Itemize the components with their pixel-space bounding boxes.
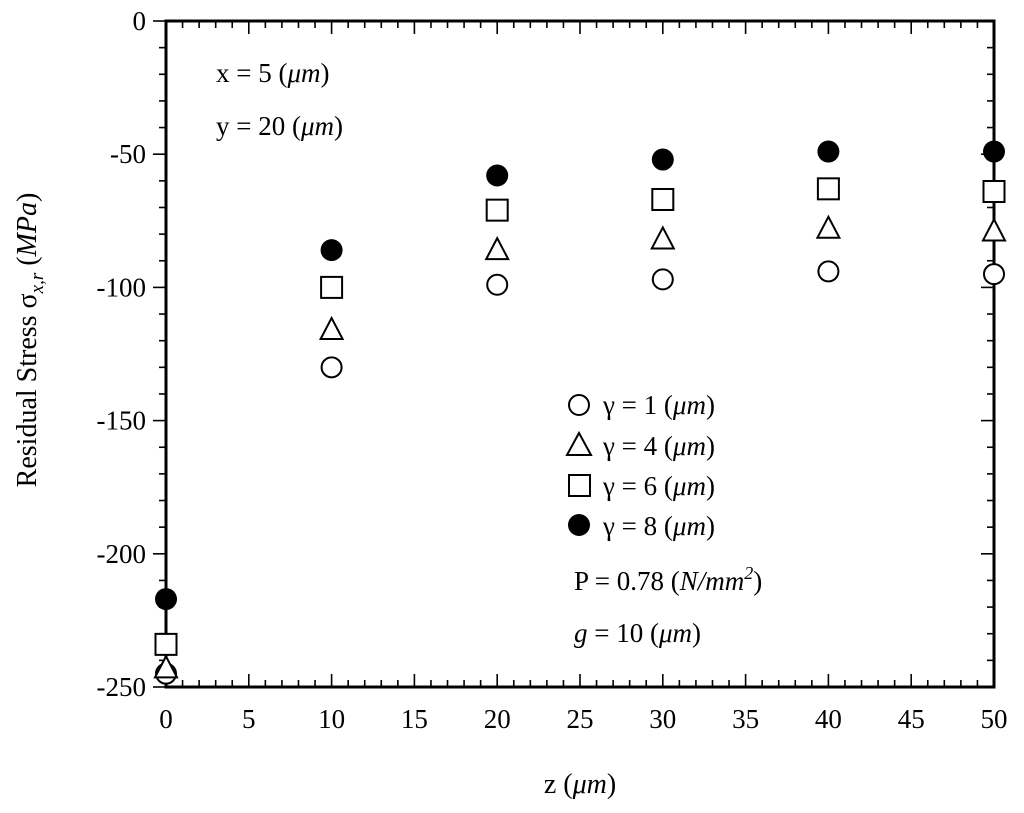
legend-marker-triangle-open [565,430,593,456]
data-point-series-4 [817,140,840,163]
data-point-series-3 [816,177,840,201]
x-tick-label: 45 [898,704,925,734]
legend-label-gamma-8-pre: γ = 8 ( [602,511,673,541]
legend-label-gamma-1-post: ) [706,390,715,420]
annotation-pressure-pre: P = 0.78 ( [574,566,680,596]
legend-label-gamma-6-post: ) [706,471,715,501]
data-point-series-2 [484,235,510,261]
y-tick-label: -150 [97,406,147,436]
axis-tick-labels: 0 5 10 15 20 25 30 35 40 45 50 0 -50 -100 -150 -200 -250 [97,6,1008,734]
annotation-x-unit: μm [286,58,320,88]
data-point-series-4 [155,588,177,611]
annotation-pressure-post: ) [753,566,762,596]
x-axis-title: z (μm) [544,769,616,800]
x-tick-label: 25 [567,704,594,734]
data-point-series-4 [983,140,1005,163]
legend-label-gamma-1: γ = 1 (μm) [602,390,715,420]
annotation-gap: g = 10 (μm) [574,618,701,648]
annotation-y: y = 20 (μm) [216,111,343,141]
y-tick-label: -50 [110,139,146,169]
x-tick-label: 5 [242,704,256,734]
y-axis-title-unit: MPa [12,202,43,257]
legend-label-gamma-8-unit: μm [672,511,706,541]
x-axis-title-unit: μm [572,769,607,800]
data-point-series-2 [318,315,345,341]
annotation-pressure-sup: 2 [744,563,753,583]
annotation-pressure-unit: N/mm [679,566,745,596]
legend-marker-square-open [568,474,591,497]
legend-marker-circle-open [568,394,590,416]
data-point-series-2 [981,217,1007,242]
y-tick-label: -200 [97,539,147,569]
y-tick-label: 0 [133,6,147,36]
y-tick-label: -250 [97,672,147,702]
x-tick-label: 35 [732,704,759,734]
x-tick-label: 30 [649,704,676,734]
y-axis-title-mid: ( [12,256,43,272]
legend-label-gamma-8-post: ) [706,511,715,541]
data-point-series-1 [651,268,674,291]
data-point-series-4 [651,148,674,171]
annotation-pressure: P = 0.78 (N/mm2) [574,563,762,596]
legend-label-gamma-1-unit: μm [672,390,706,420]
annotation-x-post: ) [321,58,330,88]
data-point-series-2 [815,214,842,239]
y-axis-title-pre: Residual Stress σ [12,293,43,487]
annotation-y-unit: μm [300,111,334,141]
data-point-series-4 [486,164,509,187]
x-tick-label: 0 [159,704,173,734]
data-point-series-2 [153,654,179,679]
y-axis-title-sub: x,r [27,272,48,294]
legend-label-gamma-6: γ = 6 (μm) [602,471,715,501]
annotation-y-post: ) [334,111,343,141]
annotation-y-pre: y = 20 ( [216,111,301,141]
data-point-series-2 [650,225,676,250]
annotation-gap-var: g [574,618,588,648]
data-point-series-3 [154,632,178,656]
annotation-gap-post: ) [692,618,701,648]
data-point-series-3 [651,187,675,211]
annotation-x: x = 5 (μm) [216,58,330,88]
legend-label-gamma-6-pre: γ = 6 ( [602,471,673,501]
x-tick-label: 20 [484,704,511,734]
data-point-series-4 [320,239,343,262]
legend-label-gamma-4-post: ) [706,431,715,461]
legend-label-gamma-6-unit: μm [672,471,706,501]
legend-label-gamma-4: γ = 4 (μm) [602,431,715,461]
data-point-series-1 [486,273,509,296]
x-tick-label: 40 [815,704,842,734]
legend-label-gamma-4-unit: μm [672,431,706,461]
x-tick-label: 10 [318,704,345,734]
data-point-series-3 [320,275,344,299]
legend-marker-circle-filled [568,514,590,536]
x-axis-title-post: ) [607,769,616,800]
legend: γ = 1 (μm) γ = 4 (μm) γ = 6 (μm) γ = 8 (… [565,390,715,541]
x-tick-label: 15 [401,704,428,734]
axis-ticks [153,20,995,688]
annotation-gap-unit: μm [658,618,692,648]
data-point-series-1 [320,356,343,379]
legend-label-gamma-8: γ = 8 (μm) [602,511,715,541]
annotation-gap-pre: = 10 ( [588,618,659,648]
x-axis-title-pre: z ( [544,769,573,800]
y-tick-label: -100 [97,272,147,302]
data-point-series-1 [817,260,840,283]
data-point-series-3 [982,179,1006,203]
data-markers [153,140,1007,685]
y-axis-title-post: ) [12,193,43,202]
data-point-series-1 [983,263,1005,286]
legend-label-gamma-4-pre: γ = 4 ( [602,431,673,461]
y-axis-title: Residual Stress σx,r (MPa) [12,193,48,488]
legend-label-gamma-1-pre: γ = 1 ( [602,390,673,420]
annotation-x-pre: x = 5 ( [216,58,287,88]
data-point-series-3 [485,198,509,222]
x-tick-label: 50 [981,704,1008,734]
